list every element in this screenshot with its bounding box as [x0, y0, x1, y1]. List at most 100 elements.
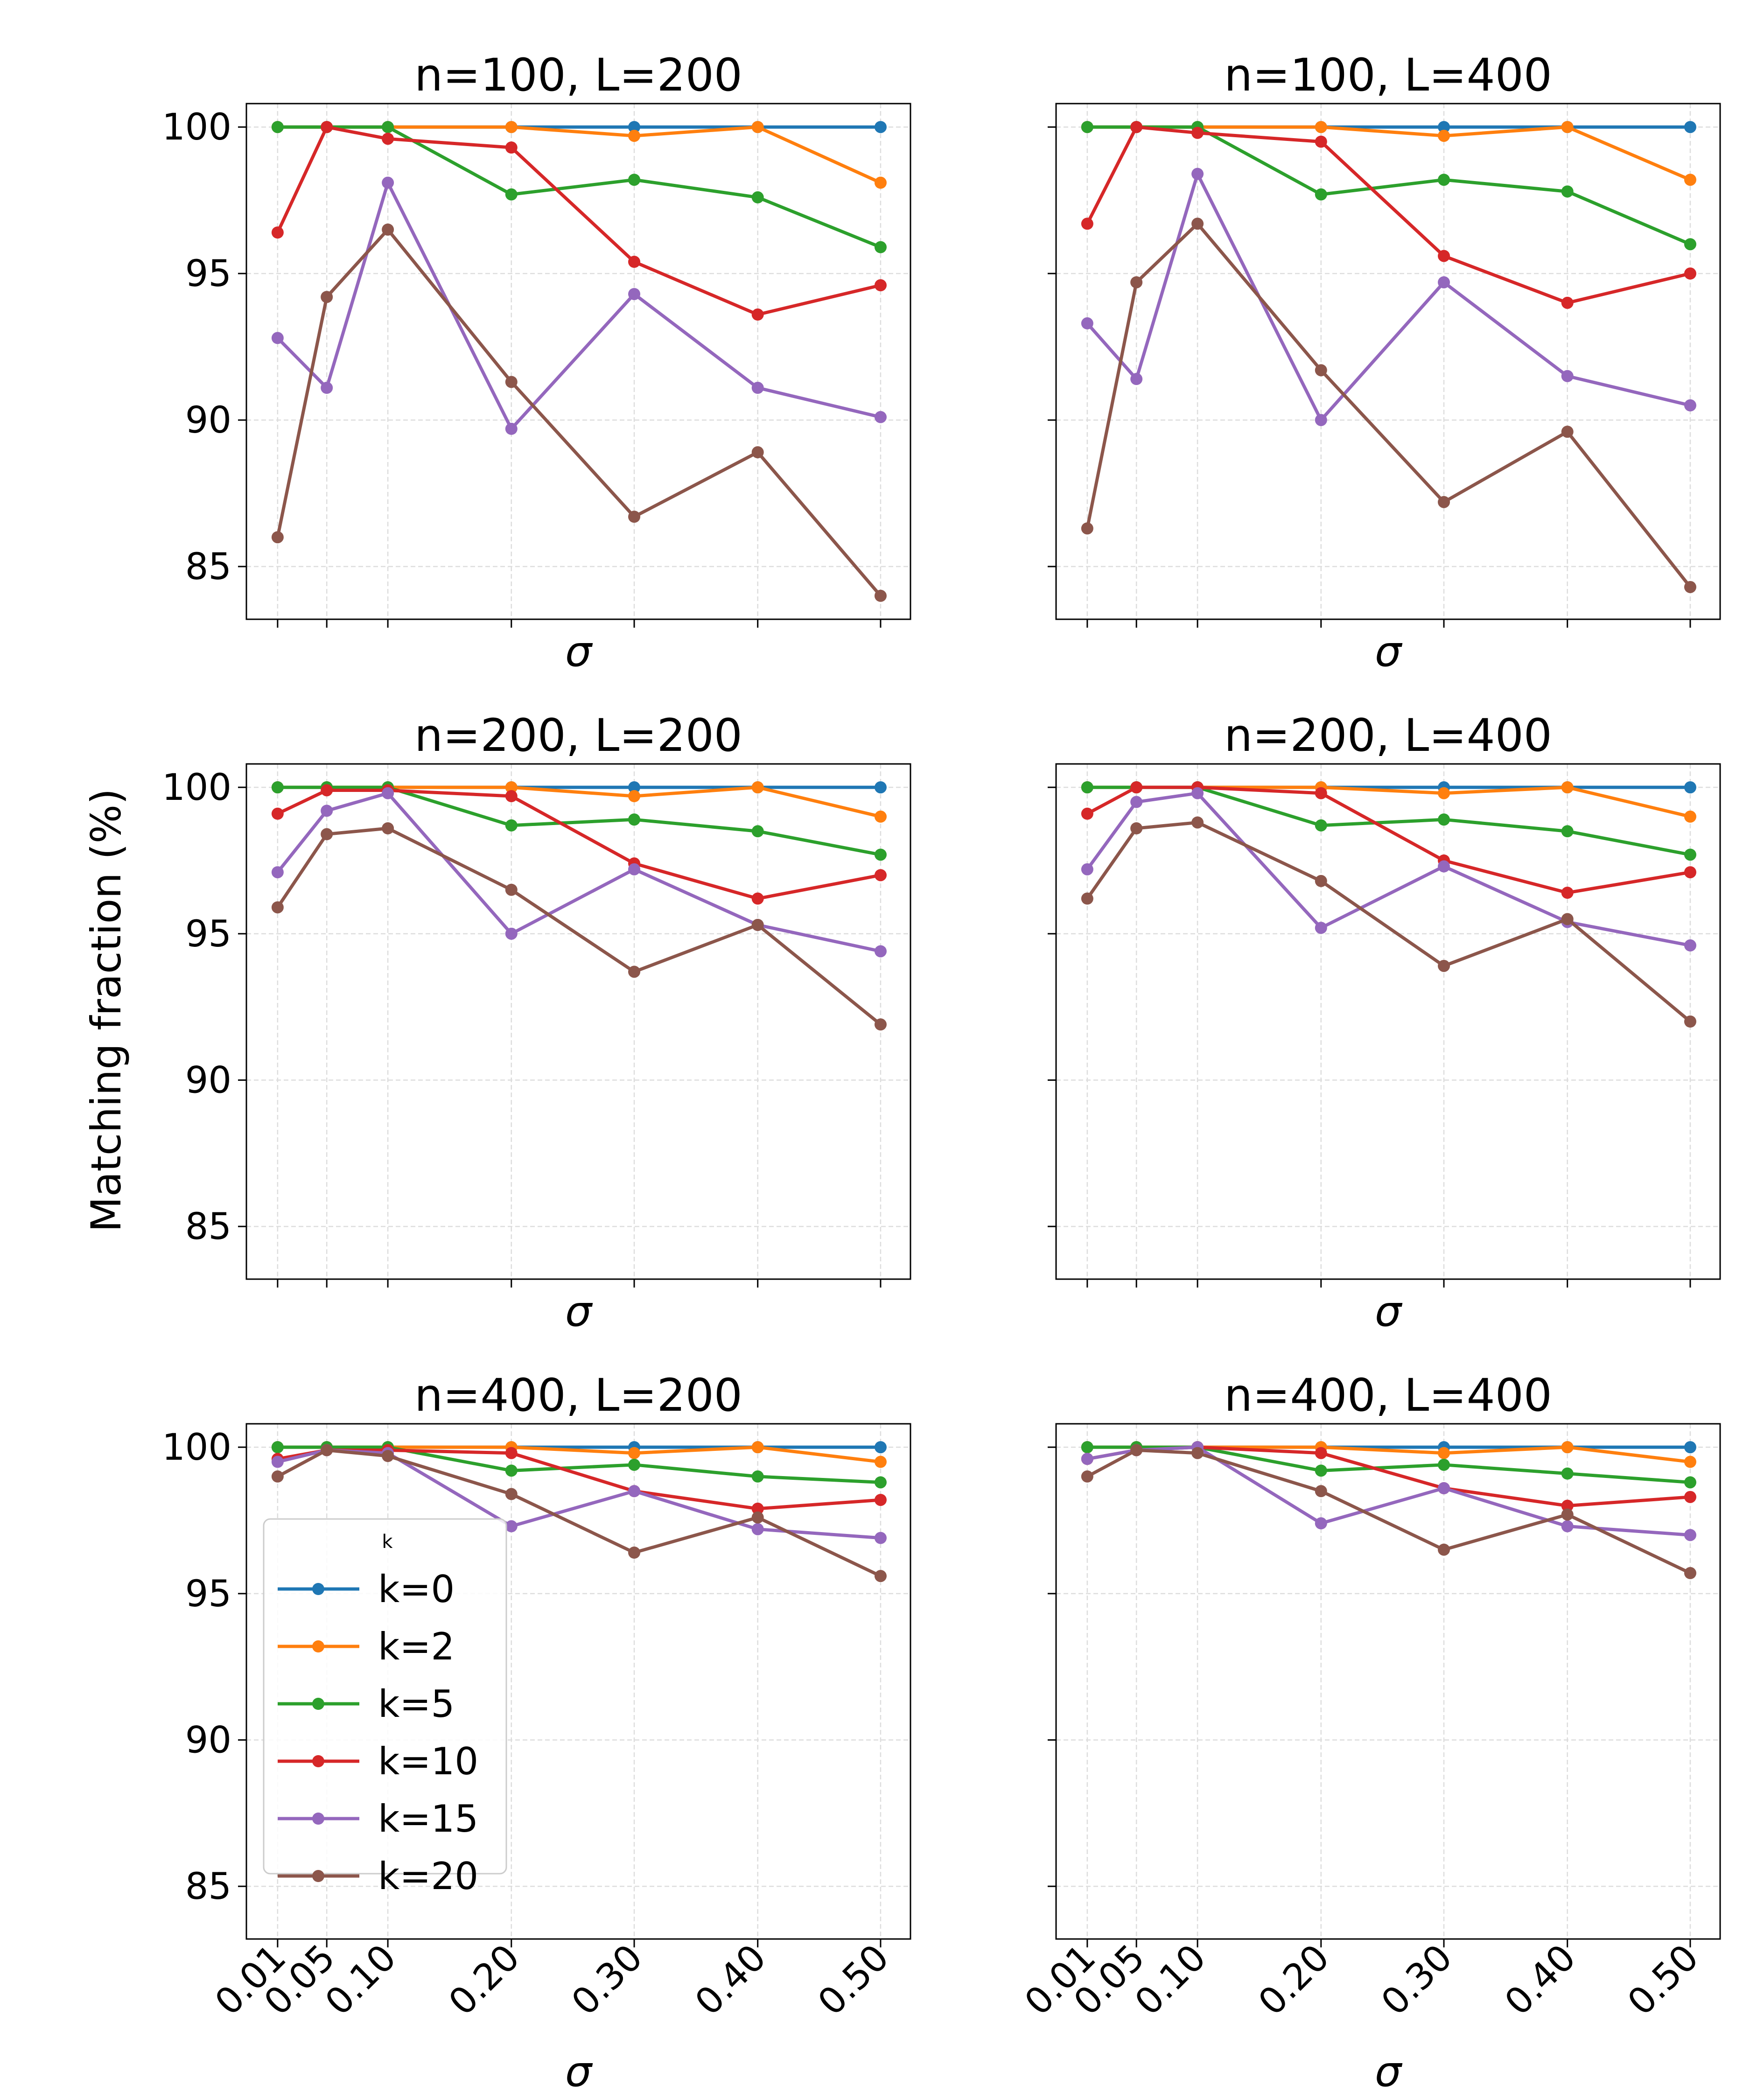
data-point-k=20	[321, 291, 333, 303]
data-point-k=2	[1438, 1447, 1450, 1459]
data-point-k=15	[1130, 373, 1143, 385]
x-tick-label: 0.30	[564, 1937, 651, 2023]
legend-entry: k=2	[378, 1625, 455, 1668]
legend-entry: k=0	[378, 1568, 455, 1611]
panel-title: n=400, L=200	[414, 1369, 742, 1421]
data-point-k=20	[321, 1444, 333, 1456]
data-point-k=5	[271, 121, 284, 133]
legend-entry: k=15	[378, 1797, 478, 1841]
data-point-k=2	[628, 1447, 641, 1459]
data-point-k=2	[1438, 787, 1450, 799]
legend-box	[263, 1518, 507, 1875]
data-point-k=15	[874, 1532, 887, 1544]
data-point-k=2	[751, 1441, 764, 1454]
series-line-k=10	[276, 125, 881, 316]
x-tick-label: 0.50	[810, 1937, 897, 2023]
data-point-k=10	[1561, 887, 1574, 899]
data-point-k=2	[505, 121, 518, 133]
data-point-k=5	[1561, 1467, 1574, 1480]
data-point-k=15	[321, 382, 333, 394]
series-line-k=5	[1087, 125, 1691, 246]
data-point-k=10	[751, 308, 764, 321]
data-point-k=15	[271, 332, 284, 344]
data-point-k=15	[874, 945, 887, 958]
data-point-k=20	[1561, 1508, 1574, 1521]
data-point-k=10	[1315, 1447, 1327, 1459]
data-point-k=0	[874, 1441, 887, 1454]
data-point-k=5	[628, 813, 641, 826]
data-point-k=20	[1081, 892, 1093, 905]
data-point-k=15	[1684, 399, 1696, 412]
data-point-k=20	[628, 1547, 641, 1559]
data-point-k=15	[1315, 922, 1327, 934]
data-point-k=20	[1438, 496, 1450, 508]
data-point-k=20	[382, 223, 394, 236]
x-tick-label: 0.20	[441, 1937, 528, 2023]
legend: k k=0 k=2 k=5 k=10 k=15 k=20	[263, 1518, 507, 1898]
data-point-k=20	[1130, 1444, 1143, 1456]
data-point-k=15	[382, 787, 394, 799]
data-point-k=5	[505, 188, 518, 201]
x-axis-label: σ	[1375, 1287, 1403, 1336]
data-point-k=15	[874, 411, 887, 423]
data-point-k=10	[505, 141, 518, 154]
x-axis-label: σ	[565, 1287, 593, 1336]
data-point-k=2	[1561, 1441, 1574, 1454]
data-point-k=2	[1684, 1456, 1696, 1468]
x-axis-label: σ	[1375, 2047, 1403, 2096]
y-tick-label: 90	[185, 1059, 231, 1101]
series-line-k=20	[276, 228, 882, 597]
data-point-k=2	[1561, 781, 1574, 794]
data-point-k=2	[751, 121, 764, 133]
data-point-k=15	[382, 176, 394, 189]
data-point-k=10	[1684, 1491, 1696, 1503]
panel-title: n=100, L=400	[1224, 49, 1552, 101]
data-point-k=5	[874, 1476, 887, 1489]
data-point-k=5	[1438, 174, 1450, 186]
series-line-k=10	[1085, 125, 1691, 305]
data-point-k=10	[505, 1447, 518, 1459]
data-point-k=2	[1684, 174, 1696, 186]
data-point-k=10	[271, 226, 284, 239]
data-point-k=2	[874, 1456, 887, 1468]
data-point-k=5	[1315, 1464, 1327, 1477]
y-tick-label: 85	[185, 546, 231, 588]
data-point-k=20	[1438, 959, 1450, 972]
x-axis-label: σ	[565, 2047, 593, 2096]
y-tick-label: 85	[185, 1206, 231, 1248]
data-point-k=15	[1081, 1453, 1093, 1465]
y-tick-label: 90	[185, 1719, 231, 1761]
data-point-k=15	[505, 422, 518, 435]
data-point-k=5	[505, 819, 518, 832]
plot-frame	[1055, 103, 1721, 620]
data-point-k=20	[1191, 816, 1204, 829]
data-point-k=20	[1438, 1543, 1450, 1556]
data-point-k=20	[751, 1511, 764, 1524]
data-point-k=5	[1561, 185, 1574, 198]
data-point-k=15	[1081, 863, 1093, 875]
data-point-k=5	[1081, 781, 1093, 794]
legend-entry: k=20	[378, 1855, 478, 1898]
data-point-k=20	[271, 901, 284, 914]
data-point-k=10	[874, 1494, 887, 1506]
data-point-k=15	[751, 1523, 764, 1535]
data-point-k=15	[1684, 939, 1696, 952]
x-tick-label: 0.40	[1497, 1937, 1584, 2023]
plot-frame	[245, 103, 911, 620]
panel-title: n=200, L=200	[414, 709, 742, 762]
panel-3: n=200, L=200 85 90 95 100 σ	[162, 709, 911, 1336]
plot-frame	[1055, 763, 1721, 1280]
data-point-k=20	[505, 1488, 518, 1500]
data-point-k=0	[1684, 781, 1696, 794]
data-point-k=15	[1438, 1482, 1450, 1494]
data-point-k=2	[1315, 121, 1327, 133]
data-point-k=20	[874, 1570, 887, 1582]
data-point-k=5	[751, 1470, 764, 1483]
panel-title: n=400, L=400	[1224, 1369, 1552, 1421]
data-point-k=5	[382, 121, 394, 133]
data-point-k=10	[1315, 787, 1327, 799]
data-point-k=20	[1191, 217, 1204, 230]
data-point-k=10	[751, 892, 764, 905]
panel-4: n=200, L=400 σ	[1048, 709, 1721, 1336]
data-point-k=20	[382, 1450, 394, 1462]
